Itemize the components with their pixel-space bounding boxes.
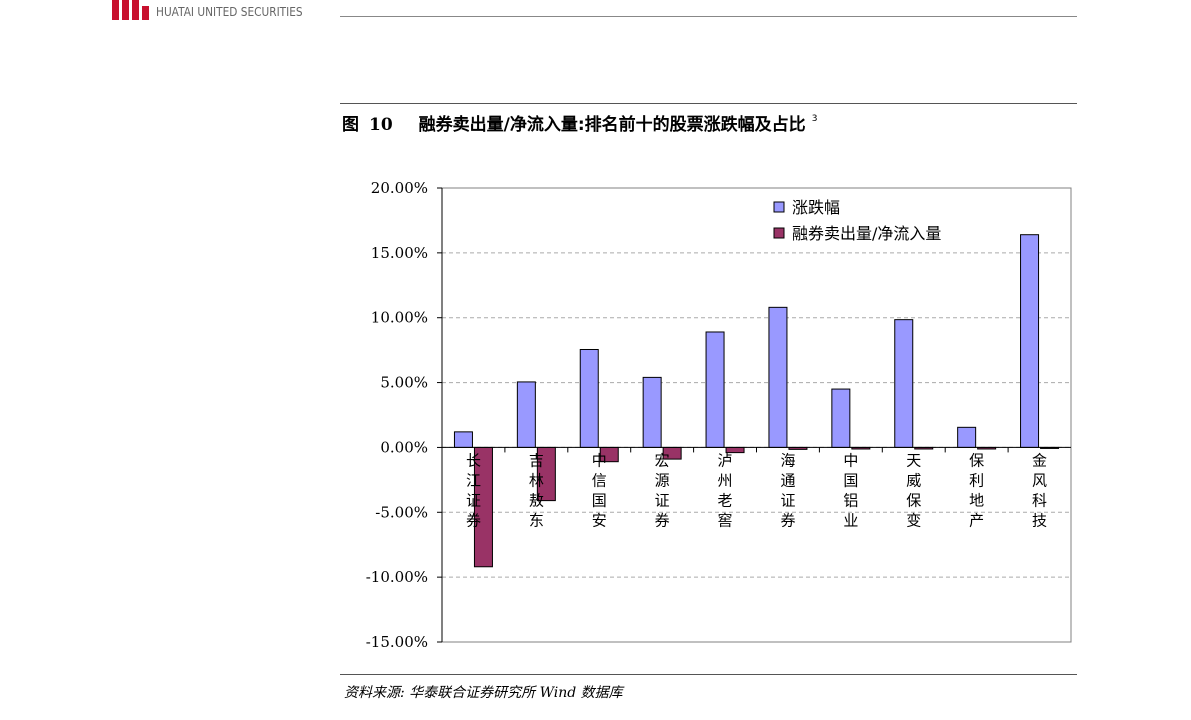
footnote-mark: 3 — [811, 114, 818, 124]
figure-bottom-rule — [340, 674, 1077, 675]
y-tick-label: 10.00% — [371, 309, 428, 327]
x-category-label: 保利地产 — [969, 451, 984, 529]
bar-change — [831, 388, 851, 448]
header-divider — [340, 16, 1077, 17]
bar-change — [705, 331, 725, 448]
x-category-label: 宏源证券 — [655, 451, 670, 529]
bar-change — [453, 431, 473, 448]
x-category-label: 长江证券 — [466, 451, 481, 529]
bar-change — [516, 381, 536, 448]
bar-change — [894, 319, 914, 448]
huatai-logo-icon — [112, 0, 149, 20]
bar-chart: 20.00% 15.00% 10.00% 5.00% 0.00% -5.00% -10.00… — [366, 179, 1072, 651]
bar-change — [768, 306, 788, 448]
y-tick-label: 20.00% — [371, 179, 428, 197]
y-tick-label: 0.00% — [380, 438, 428, 456]
x-category-label: 中国铝业 — [843, 451, 858, 529]
plot-area — [441, 187, 1072, 643]
logo-text: HUATAI UNITED SECURITIES — [156, 5, 303, 19]
x-category-label: 泸州老窖 — [718, 451, 733, 529]
x-category-label: 天威保变 — [906, 451, 921, 529]
legend-label: 涨跌幅 — [792, 198, 840, 217]
x-category-label: 中信国安 — [592, 451, 607, 529]
bar-change — [642, 376, 662, 448]
y-tick-label: -5.00% — [375, 503, 428, 521]
bar-change — [1020, 234, 1040, 448]
y-tick-label: 15.00% — [371, 244, 428, 262]
legend-label: 融券卖出量/净流入量 — [792, 224, 941, 243]
huatai-logo — [112, 0, 312, 20]
legend-swatch — [773, 227, 785, 239]
y-tick-label: -10.00% — [366, 568, 428, 586]
bar-change — [957, 426, 977, 448]
x-category-label: 海通证券 — [780, 451, 795, 529]
legend-swatch — [773, 201, 785, 213]
x-category-label: 吉林敖东 — [529, 451, 544, 529]
y-tick-label: 5.00% — [380, 374, 428, 392]
bar-change — [579, 348, 599, 448]
x-category-label: 金风科技 — [1032, 451, 1047, 529]
source-note: 资料来源: 华泰联合证券研究所 Wind 数据库 — [344, 685, 623, 701]
figure-title: 图 10 融券卖出量/净流入量:排名前十的股票涨跌幅及占比 3 — [342, 110, 817, 135]
figure-label: 图 — [342, 115, 359, 135]
figure-top-rule — [340, 103, 1077, 104]
figure-title-text: 融券卖出量/净流入量:排名前十的股票涨跌幅及占比 — [418, 115, 806, 135]
figure-number: 10 — [369, 115, 393, 135]
y-tick-label: -15.00% — [366, 633, 428, 651]
